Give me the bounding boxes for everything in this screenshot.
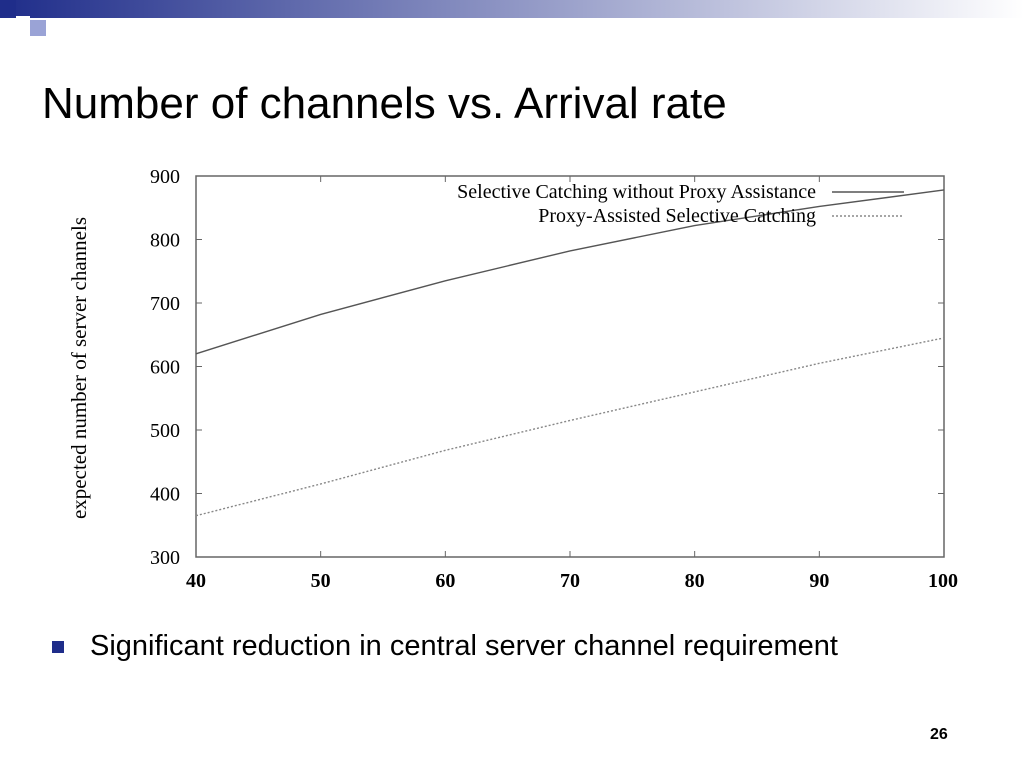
y-ticks: 300 400 500 600 700 800 900 [150, 166, 944, 569]
y-tick-label: 700 [150, 293, 180, 315]
y-tick-label: 300 [150, 547, 180, 569]
x-tick-label: 40 [186, 570, 206, 592]
bullet-text: Significant reduction in central server … [90, 630, 838, 662]
x-tick-label: 70 [560, 570, 580, 592]
x-ticks: 40 50 60 70 80 90 100 [186, 176, 958, 592]
slide-title: Number of channels vs. Arrival rate [42, 79, 727, 128]
y-tick-label: 900 [150, 166, 180, 188]
plot-frame [195, 175, 945, 558]
bullet-point: Significant reduction in central server … [52, 630, 838, 663]
y-tick-label: 800 [150, 230, 180, 252]
bullet-marker-icon [52, 640, 64, 653]
series-line-1 [195, 189, 945, 355]
header-square-white [16, 16, 30, 30]
legend-label-2: Proxy-Assisted Selective Catching [538, 205, 816, 227]
y-tick-label: 600 [150, 357, 180, 379]
header-square-light [30, 20, 46, 36]
page-number: 26 [930, 726, 948, 743]
x-tick-label: 50 [311, 570, 331, 592]
y-tick-label: 400 [150, 484, 180, 506]
x-tick-label: 90 [809, 570, 829, 592]
line-chart: expected number of server channels 300 40… [67, 166, 958, 592]
series-line-2 [195, 337, 945, 517]
header-gradient-bar [0, 0, 1024, 18]
legend-label-1: Selective Catching without Proxy Assista… [457, 181, 816, 203]
y-axis-label-group: expected number of server channels [67, 217, 91, 519]
legend: Selective Catching without Proxy Assista… [457, 181, 904, 227]
x-tick-label: 60 [435, 570, 455, 592]
y-axis-label: expected number of server channels [67, 217, 91, 519]
header-decoration [0, 0, 1024, 36]
x-tick-label: 80 [685, 570, 705, 592]
series-lines [195, 189, 945, 517]
y-tick-label: 500 [150, 420, 180, 442]
header-square-dark [0, 0, 16, 16]
x-tick-label: 100 [928, 570, 958, 592]
